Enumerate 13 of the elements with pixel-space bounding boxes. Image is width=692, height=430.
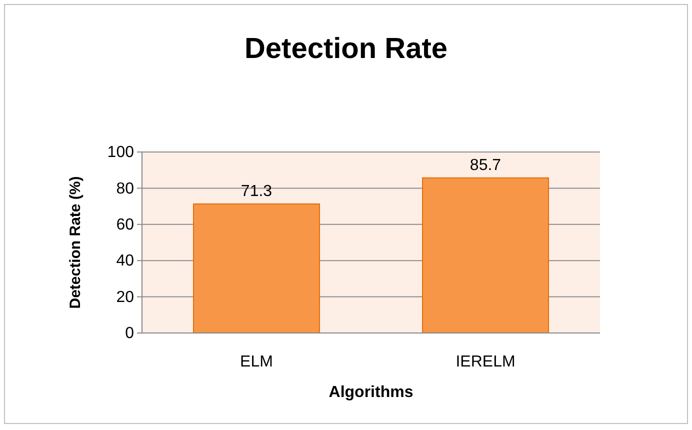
data-label: 85.7: [470, 156, 502, 174]
x-tick-label: ELM: [240, 353, 273, 370]
y-tick-label: 0: [125, 325, 134, 342]
y-tick-label: 20: [116, 288, 134, 306]
y-tick-label: 100: [107, 144, 134, 162]
data-label: 71.3: [240, 182, 272, 200]
y-tick-label: 80: [116, 180, 134, 198]
chart-title: Detection Rate: [244, 33, 448, 65]
y-axis-title: Detection Rate (%): [67, 176, 84, 309]
y-tick-label: 40: [116, 252, 134, 270]
y-tick-label: 60: [116, 216, 134, 234]
x-axis-title: Algorithms: [328, 384, 414, 401]
x-tick-label: IERELM: [456, 353, 516, 370]
